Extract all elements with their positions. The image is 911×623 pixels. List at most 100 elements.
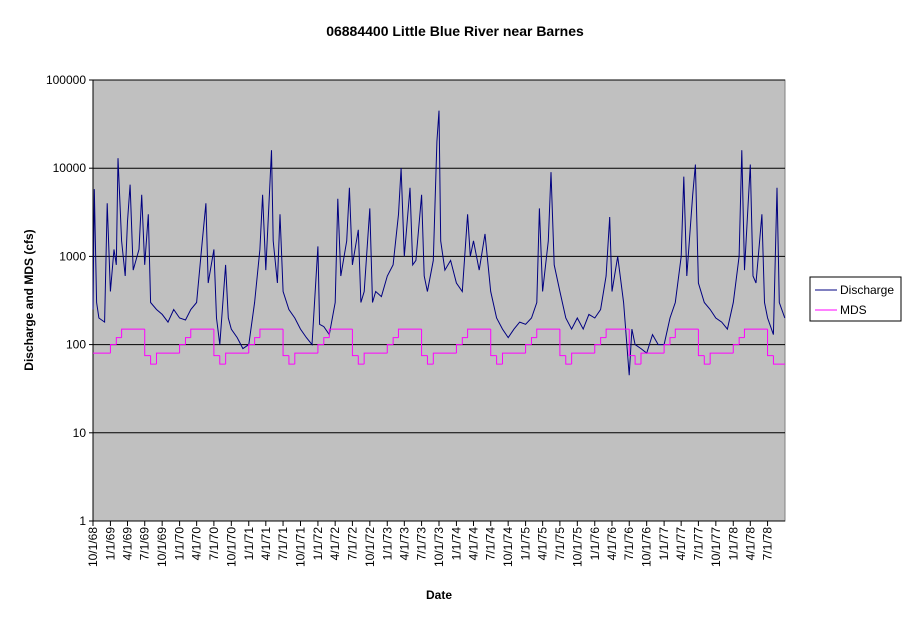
mds-step [467, 328, 491, 338]
x-tick-label: 7/1/76 [622, 527, 636, 561]
y-tick-label: 1 [79, 514, 86, 528]
mds-step [397, 328, 422, 338]
discharge-line [92, 110, 786, 376]
mds-step [559, 329, 566, 357]
x-tick-label: 10/1/68 [86, 527, 100, 567]
mds-step [536, 328, 560, 338]
x-tick-label: 1/1/78 [726, 527, 740, 561]
mds-step [155, 352, 180, 365]
mds-step [501, 352, 526, 365]
x-tick-label: 1/1/73 [380, 527, 394, 561]
mds-step [432, 352, 457, 365]
y-tick-label: 10 [73, 426, 87, 440]
x-tick-label: 7/1/74 [484, 527, 498, 561]
mds-step [663, 344, 670, 354]
y-axis-label: Discharge and MDS (cfs) [22, 229, 36, 370]
mds-step [703, 355, 711, 365]
x-tick-label: 4/1/75 [536, 527, 550, 561]
x-tick-label: 1/1/69 [103, 527, 117, 561]
mds-step [219, 355, 226, 365]
legend [809, 276, 902, 322]
x-tick-label: 4/1/73 [397, 527, 411, 561]
mds-step [697, 329, 705, 357]
mds-step [743, 328, 768, 338]
mds-step [179, 344, 186, 354]
legend-label: Discharge [840, 283, 894, 297]
x-tick-label: 10/1/69 [155, 527, 169, 567]
mds-step [225, 352, 249, 365]
mds-step [767, 329, 774, 357]
x-tick-label: 1/1/70 [173, 527, 187, 561]
x-tick-label: 7/1/72 [345, 527, 359, 561]
mds-step [426, 355, 434, 365]
x-tick-label: 7/1/78 [761, 527, 775, 561]
x-tick-label: 1/1/72 [311, 527, 325, 561]
mds-step [392, 337, 399, 345]
x-tick-label: 4/1/74 [466, 527, 480, 561]
mds-step [144, 329, 151, 357]
mds-step [496, 355, 503, 365]
x-tick-label: 7/1/77 [691, 527, 705, 561]
y-tick-label: 100000 [46, 73, 86, 87]
mds-step [605, 328, 630, 338]
mds-step [674, 328, 699, 338]
mds-step [594, 344, 601, 354]
mds-step [600, 337, 607, 345]
chart-title: 06884400 Little Blue River near Barnes [326, 23, 584, 39]
mds-step [565, 355, 572, 365]
mds-step [254, 337, 260, 345]
mds-step [525, 344, 532, 354]
x-tick-label: 4/1/78 [743, 527, 757, 561]
mds-step [709, 352, 734, 365]
mds-step [259, 328, 284, 338]
x-tick-label: 1/1/71 [242, 527, 256, 561]
mds-step [772, 355, 785, 365]
plot-area [92, 79, 786, 522]
mds-step [248, 344, 255, 354]
x-tick-label: 1/1/76 [588, 527, 602, 561]
mds-step [121, 328, 145, 338]
mds-step [328, 328, 353, 338]
mds-step [184, 337, 191, 345]
legend-label: MDS [840, 303, 867, 317]
mds-step [357, 355, 365, 365]
y-tick-label: 1000 [59, 249, 86, 263]
mds-step [669, 337, 676, 345]
x-tick-label: 7/1/69 [138, 527, 152, 561]
mds-step [323, 337, 330, 345]
x-tick-label: 4/1/70 [190, 527, 204, 561]
x-tick-label: 10/1/72 [363, 527, 377, 567]
mds-step [530, 337, 537, 345]
mds-step [150, 355, 157, 365]
x-tick-label: 10/1/77 [709, 527, 723, 567]
x-tick-label: 7/1/75 [553, 527, 567, 561]
x-tick-label: 4/1/71 [259, 527, 273, 561]
x-tick-label: 1/1/75 [519, 527, 533, 561]
mds-step [282, 329, 289, 357]
mds-step [634, 355, 641, 365]
x-tick-label: 4/1/76 [605, 527, 619, 561]
x-tick-label: 1/1/77 [657, 527, 671, 561]
mds-step [628, 329, 636, 357]
mds-step [732, 344, 740, 354]
mds-step [455, 344, 463, 354]
y-tick-label: 100 [66, 338, 86, 352]
mds-step [363, 352, 388, 365]
x-tick-label: 10/1/71 [293, 527, 307, 567]
mds-step [421, 329, 428, 357]
x-tick-label: 7/1/73 [415, 527, 429, 561]
x-axis-label: Date [426, 588, 452, 602]
mds-step [640, 352, 665, 365]
mds-step [386, 344, 394, 354]
mds-step [490, 329, 497, 357]
mds-step [190, 328, 214, 338]
x-tick-label: 10/1/73 [432, 527, 446, 567]
mds-step [294, 352, 318, 365]
x-tick-label: 7/1/70 [207, 527, 221, 561]
mds-step [288, 355, 295, 365]
x-tick-label: 10/1/74 [501, 527, 515, 567]
x-tick-label: 10/1/70 [224, 527, 238, 567]
x-tick-label: 4/1/69 [120, 527, 134, 561]
mds-step [738, 337, 745, 345]
